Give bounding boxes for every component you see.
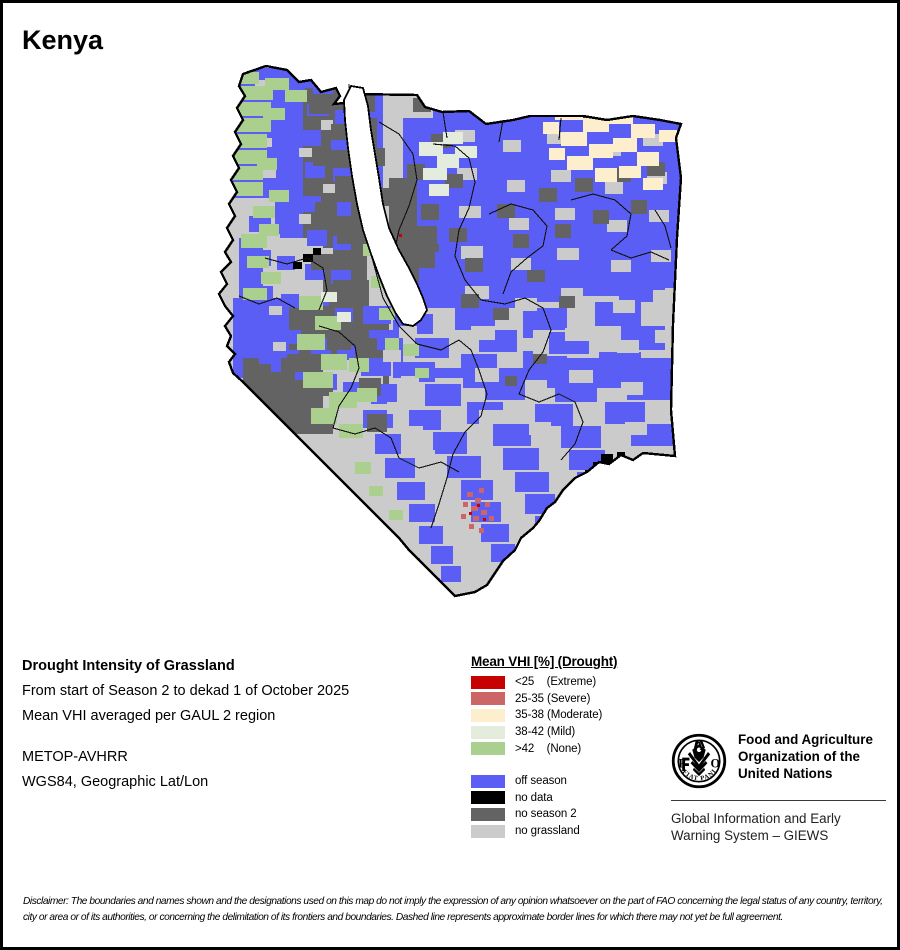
no-drought-class [229, 72, 429, 520]
legend-item-severe[interactable]: 25-35 (Severe) [471, 691, 661, 708]
legend-swatch-extreme [471, 675, 505, 689]
legend-swatch-no-data [471, 791, 505, 805]
disclaimer-text: Disclaimer: The boundaries and names sho… [23, 896, 883, 923]
page-title: Kenya [22, 25, 104, 55]
info-sensor: METOP-AVHRR [22, 749, 128, 765]
info-spacer [22, 733, 452, 749]
fao-attribution-block: A O F FIAT PANIS Food and Agriculture Or… [669, 728, 886, 845]
legend-separator [471, 757, 661, 773]
legend-label-none: >42 (None) [515, 742, 582, 755]
legend-swatch-mild [471, 725, 505, 739]
legend-label-moderate: 35-38 (Moderate) [515, 709, 603, 722]
lake-turkana [343, 85, 428, 327]
legend-swatch-moderate [471, 708, 505, 722]
legend-item-off-season[interactable]: off season [471, 773, 661, 790]
legend-item-mild[interactable]: 38-42 (Mild) [471, 724, 661, 741]
legend-swatch-none [471, 742, 505, 756]
kenya-national-outline [217, 64, 683, 598]
svg-text:F: F [678, 757, 686, 771]
legend-swatch-off-season [471, 774, 505, 788]
map-canvas[interactable] [203, 58, 703, 618]
info-heading: Drought Intensity of Grassland [22, 658, 235, 674]
svg-text:A: A [695, 739, 704, 753]
giews-program-name: Global Information and Early Warning Sys… [671, 811, 841, 844]
legend-item-no-data[interactable]: no data [471, 790, 661, 807]
legend-label-no-season-2: no season 2 [515, 808, 577, 821]
kenya-raster-map[interactable] [203, 58, 703, 618]
info-projection: WGS84, Geographic Lat/Lon [22, 774, 209, 790]
fao-divider [671, 800, 886, 801]
legend-item-moderate[interactable]: 35-38 (Moderate) [471, 707, 661, 724]
info-aggregation: Mean VHI averaged per GAUL 2 region [22, 708, 276, 724]
legend-swatch-severe [471, 692, 505, 706]
map-legend: Mean VHI [%] (Drought) <25 (Extreme) 25-… [471, 654, 661, 839]
fao-organization-name: Food and Agriculture Organization of the… [738, 732, 873, 782]
legend-label-no-data: no data [515, 791, 553, 804]
legend-label-no-grassland: no grassland [515, 825, 580, 838]
legend-label-mild: 38-42 (Mild) [515, 726, 576, 739]
legend-title: Mean VHI [%] (Drought) [471, 654, 618, 669]
raster-fill-layer [219, 66, 681, 596]
no-season2-speckle [247, 94, 665, 432]
info-period: From start of Season 2 to dekad 1 of Oct… [22, 683, 350, 699]
legend-item-none[interactable]: >42 (None) [471, 740, 661, 757]
fao-logo-icon: A O F FIAT PANIS [669, 728, 727, 789]
legend-item-extreme[interactable]: <25 (Extreme) [471, 674, 661, 691]
legend-label-severe: 25-35 (Severe) [515, 692, 591, 705]
legend-item-no-grassland[interactable]: no grassland [471, 823, 661, 840]
legend-item-no-season-2[interactable]: no season 2 [471, 806, 661, 823]
svg-text:O: O [710, 757, 720, 771]
legend-swatch-no-grassland [471, 824, 505, 838]
legend-label-extreme: <25 (Extreme) [515, 676, 597, 689]
legend-label-off-season: off season [515, 775, 567, 788]
legend-swatch-no-season-2 [471, 807, 505, 821]
map-info-block: Drought Intensity of Grassland From star… [22, 658, 452, 799]
